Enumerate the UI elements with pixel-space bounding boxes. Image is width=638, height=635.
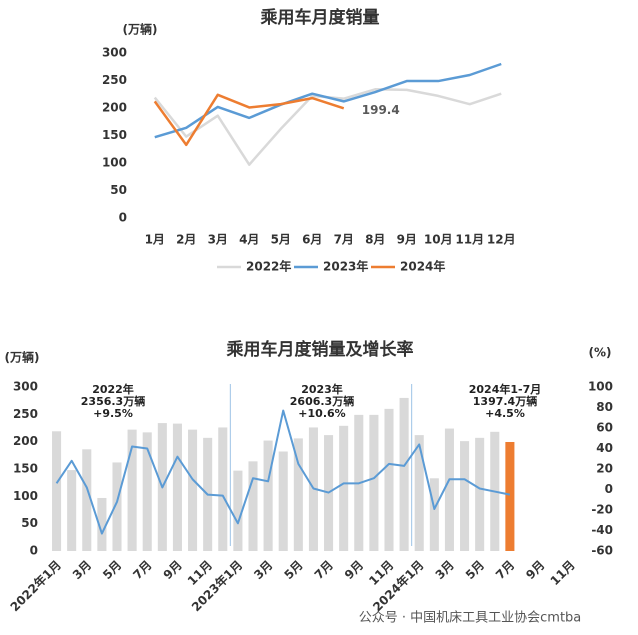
bar [475,437,485,551]
bar [112,462,122,551]
y-tick-label: 100 [13,489,38,503]
x-tick-label: 2月 [176,233,196,247]
y-tick-label: 100 [102,156,127,170]
bar [460,441,470,551]
annotation: 199.4 [362,103,400,117]
annotation: 2356.3万辆 [81,394,145,408]
annotation: 1397.4万辆 [473,394,537,408]
legend-label: 2023年 [323,259,368,274]
x-tick-label: 9月 [161,558,185,582]
line [55,409,511,535]
annotation: 2024年1-7月 [469,382,542,396]
y-tick-label: 150 [13,462,38,476]
x-tick-label: 4月 [239,233,259,247]
y-tick-label: 50 [110,183,127,197]
x-tick-label: 11月 [548,558,578,588]
y-axis-label: (万辆) [123,22,158,37]
y2-tick-label: 80 [596,400,613,414]
bar [263,440,273,551]
x-tick-label: 12月 [487,233,516,247]
x-tick-label: 7月 [334,233,354,247]
bar [399,397,409,551]
chart-title: 乘用车月度销量 [260,7,380,28]
x-tick-label: 9月 [523,558,547,582]
bar [369,414,379,551]
legend-label: 2024年 [400,259,445,274]
y-tick-label: 200 [102,101,127,115]
y-tick-label: 0 [119,211,127,225]
x-tick-label: 10月 [424,233,453,247]
annotation: 2606.3万辆 [290,394,354,408]
legend-label: 2022年 [246,259,291,274]
annotation: +9.5% [93,407,133,420]
x-tick-label: 3月 [251,558,275,582]
y-tick-label: 250 [13,407,38,421]
line [154,62,502,139]
annotation: +10.6% [298,407,345,420]
y-tick-label: 150 [102,128,127,142]
bar [278,451,288,551]
x-tick-label: 9月 [342,558,366,582]
y2-tick-label: 40 [596,441,613,455]
y2-tick-label: 20 [596,462,613,476]
y2-tick-label: -60 [591,544,613,558]
x-tick-label: 7月 [130,558,154,582]
y2-tick-label: 60 [596,421,613,435]
x-tick-label: 2022年1月 [7,557,64,614]
line [153,88,502,166]
y2-axis-label: (%) [589,346,612,360]
bar [188,429,198,551]
bar [414,435,424,551]
bar [339,425,349,551]
y-tick-label: 200 [13,434,38,448]
y-tick-label: 0 [30,544,38,558]
y2-tick-label: 100 [588,380,613,394]
x-tick-label: 5月 [100,558,124,582]
bar [233,470,243,551]
x-tick-label: 7月 [493,558,517,582]
bar [444,428,454,551]
x-tick-label: 3月 [70,558,94,582]
bar [97,497,107,551]
bar [127,429,137,551]
annotation: +4.5% [485,407,525,420]
bar [52,431,62,551]
x-tick-label: 5月 [271,233,291,247]
x-tick-label: 6月 [302,233,322,247]
x-tick-label: 8月 [365,233,385,247]
bar [248,461,258,551]
bar [505,441,515,551]
line [153,93,345,147]
x-tick-label: 3月 [433,558,457,582]
x-tick-label: 11月 [455,233,484,247]
chart-title: 乘用车月度销量及增长率 [226,339,414,360]
x-tick-label: 9月 [397,233,417,247]
bar [384,408,394,551]
y2-tick-label: 0 [605,482,613,496]
x-tick-label: 5月 [281,558,305,582]
y-tick-label: 50 [21,516,38,530]
y-axis-label: (万辆) [5,350,40,365]
y-tick-label: 300 [13,380,38,394]
x-tick-label: 3月 [208,233,228,247]
x-tick-label: 7月 [312,558,336,582]
bar [67,470,77,551]
annotation: 2022年 [92,382,134,396]
bar [218,427,228,551]
bar [82,449,92,551]
annotation: 2023年 [301,382,343,396]
y2-tick-label: -40 [591,523,613,537]
x-tick-label: 1月 [145,233,165,247]
bar [142,432,152,551]
y-tick-label: 300 [102,46,127,60]
bar [293,438,303,551]
x-tick-label: 5月 [463,558,487,582]
footer: 公众号 · 中国机床工具工业协会cmtba [359,611,582,626]
bar [172,423,182,551]
bar [429,478,439,551]
y-tick-label: 250 [102,73,127,87]
y2-tick-label: -20 [591,503,613,517]
